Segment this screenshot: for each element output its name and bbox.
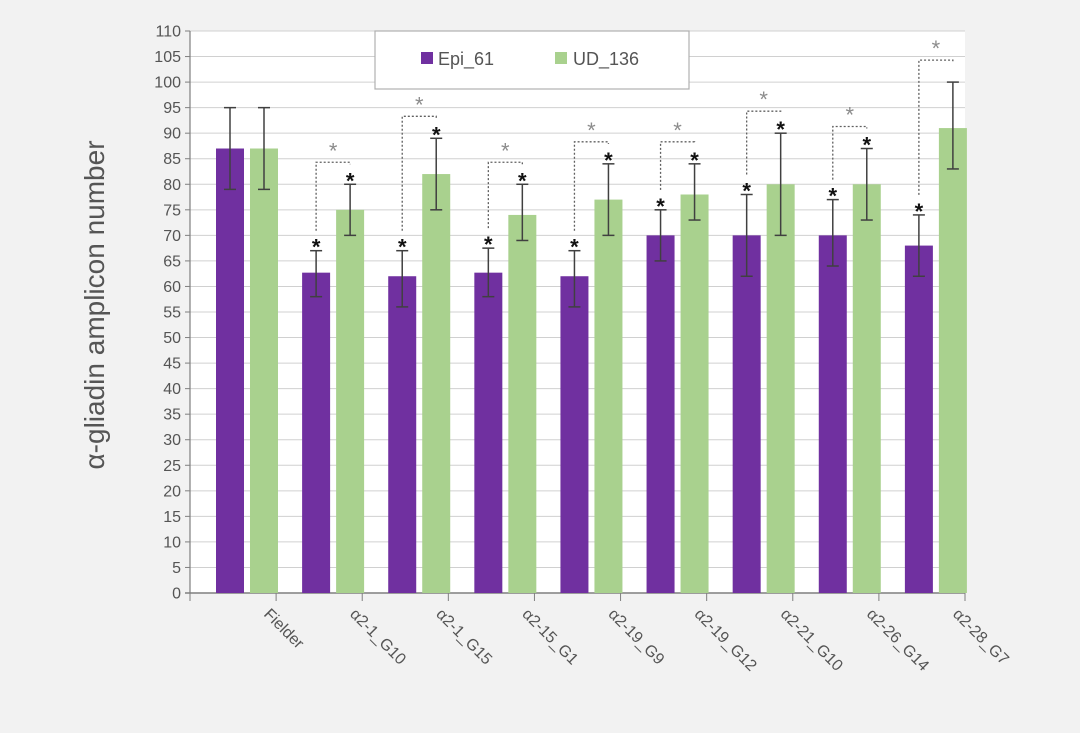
comparison-star: *: [845, 103, 854, 128]
comparison-bracket: [832, 125, 868, 180]
y-tick-label: 75: [163, 202, 181, 219]
y-tick-label: 40: [163, 381, 181, 398]
comparison-bracket: [401, 115, 437, 231]
y-tick-label: 95: [163, 100, 181, 117]
x-category-label: α2-21_G10: [777, 606, 846, 675]
y-tick-label: 90: [163, 126, 181, 143]
bar-UD_136: [336, 209, 365, 593]
y-tick-label: 100: [154, 75, 181, 92]
significance-star: *: [742, 178, 751, 203]
x-category-label: α2-19_G9: [605, 606, 668, 669]
y-tick-label: 65: [163, 253, 181, 270]
y-tick-label: 25: [163, 458, 181, 475]
significance-star: *: [604, 148, 613, 173]
y-tick-label: 110: [155, 24, 181, 41]
comparison-bracket: [573, 141, 610, 231]
y-tick-label: 60: [163, 279, 181, 296]
comparison-star: *: [673, 118, 682, 143]
bar-Epi_61: [388, 276, 417, 593]
bar-UD_136: [680, 194, 709, 593]
y-tick-label: 105: [154, 49, 181, 66]
significance-star: *: [915, 199, 924, 224]
significance-star: *: [432, 122, 441, 147]
significance-star: *: [570, 235, 579, 260]
y-tick-label: 10: [163, 534, 181, 551]
comparison-star: *: [415, 92, 424, 117]
significance-star: *: [776, 117, 785, 142]
comparison-bracket: [487, 161, 523, 229]
error-bars: [224, 81, 959, 308]
legend-label: Epi_61: [438, 49, 494, 70]
comparison-star: *: [501, 138, 510, 163]
legend-label: UD_136: [573, 49, 639, 70]
x-category-label: α2-1_G15: [432, 606, 495, 669]
x-category-label: α2-28_G7: [949, 606, 1012, 669]
comparison-star: *: [759, 87, 768, 112]
significance-star: *: [518, 168, 527, 193]
legend-box: [374, 30, 690, 90]
y-tick-label: 0: [172, 586, 181, 603]
y-tick-label: 85: [163, 151, 181, 168]
x-category-label: Fielder: [260, 606, 307, 653]
y-tick-label: 35: [163, 407, 181, 424]
x-category-label: α2-1_G10: [346, 606, 409, 669]
bar-UD_136: [594, 199, 623, 593]
significance-markers: * * * * * * * * * * * * * * * * * * * * * * *: [312, 36, 954, 260]
y-tick-label: 30: [163, 432, 181, 449]
significance-star: *: [484, 232, 493, 257]
comparison-star: *: [932, 36, 941, 61]
significance-star: *: [828, 184, 837, 209]
y-tick-label: 5: [172, 560, 181, 577]
legend-swatch-Epi_61: [421, 52, 433, 64]
bar-Epi_61: [646, 235, 675, 593]
bar-UD_136: [938, 128, 967, 593]
x-category-label: α2-26_G14: [863, 606, 932, 675]
bar-Epi_61: [560, 276, 589, 593]
significance-star: *: [656, 194, 665, 219]
bar-Epi_61: [302, 272, 331, 593]
bar-Epi_61: [818, 235, 847, 593]
bar-Epi_61: [904, 245, 933, 593]
comparison-star: *: [329, 138, 338, 163]
bar-Epi_61: [474, 272, 503, 593]
comparison-bracket: [746, 110, 782, 175]
y-tick-label: 80: [163, 177, 181, 194]
y-axis-label: α-gliadin amplicon number: [79, 140, 110, 469]
comparison-bracket: [659, 141, 696, 190]
comparison-star: *: [587, 118, 596, 143]
bar-UD_136: [852, 184, 881, 594]
bars: [216, 128, 967, 594]
y-tick-label: 15: [163, 509, 181, 526]
x-category-label: α2-15_G1: [519, 606, 582, 669]
comparison-bracket: [918, 59, 954, 195]
y-tick-label: 45: [163, 356, 181, 373]
bar-UD_136: [508, 214, 537, 593]
significance-star: *: [346, 168, 355, 193]
bar-UD_136: [250, 148, 278, 593]
bar-Epi_61: [216, 148, 244, 593]
significance-star: *: [690, 148, 699, 173]
y-tick-label: 50: [163, 330, 181, 347]
bar-Epi_61: [732, 235, 761, 593]
y-tick-label: 20: [163, 483, 181, 500]
y-tick-label: 70: [163, 228, 181, 245]
x-category-label: α2-19_G12: [691, 606, 760, 675]
legend: Epi_61 UD_136: [374, 30, 690, 90]
y-tick-label: 55: [163, 305, 181, 322]
bar-UD_136: [422, 174, 451, 593]
bar-UD_136: [766, 184, 795, 594]
significance-star: *: [862, 133, 871, 158]
legend-swatch-UD_136: [555, 52, 567, 64]
comparison-bracket: [315, 161, 351, 231]
significance-star: *: [312, 235, 321, 260]
significance-star: *: [398, 235, 407, 260]
